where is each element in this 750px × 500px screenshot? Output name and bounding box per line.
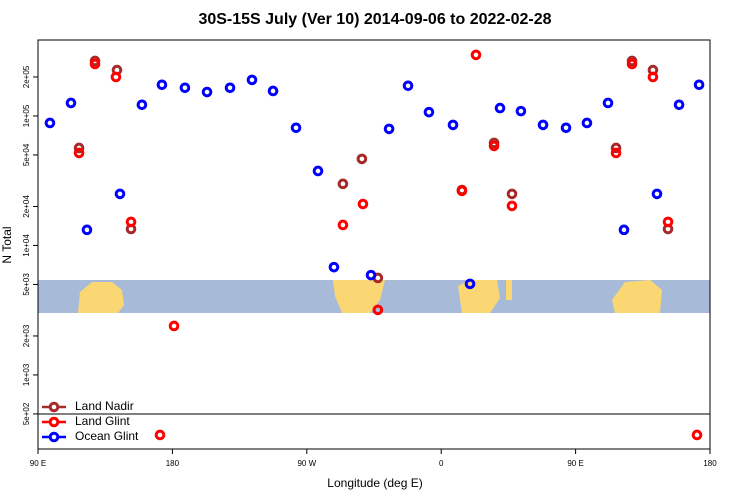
point <box>470 49 482 61</box>
point <box>65 97 77 109</box>
point <box>402 80 414 92</box>
legend-label: Land Nadir <box>75 399 134 413</box>
point <box>651 188 663 200</box>
point <box>125 216 137 228</box>
point <box>89 58 101 70</box>
point <box>515 105 527 117</box>
point <box>246 74 258 86</box>
point <box>44 117 56 129</box>
point <box>560 122 572 134</box>
point <box>136 99 148 111</box>
legend-marker <box>48 431 60 443</box>
point <box>224 82 236 94</box>
point <box>110 71 122 83</box>
y-tick-label: 2e+05 <box>22 65 31 88</box>
point <box>356 153 368 165</box>
legend-label: Land Glint <box>75 414 130 428</box>
y-tick-label: 2e+04 <box>22 195 31 218</box>
y-tick-label: 1e+04 <box>22 234 31 257</box>
point <box>337 178 349 190</box>
x-tick-label: 180 <box>703 459 717 468</box>
legend-label: Ocean Glint <box>75 429 139 443</box>
point <box>537 119 549 131</box>
point <box>673 99 685 111</box>
point <box>423 106 435 118</box>
point <box>328 261 340 273</box>
x-tick-label: 90 E <box>567 459 583 468</box>
point <box>662 216 674 228</box>
y-tick-label: 2e+03 <box>22 324 31 347</box>
point <box>693 79 705 91</box>
x-axis-label: Longitude (deg E) <box>327 476 422 490</box>
point <box>337 219 349 231</box>
point <box>691 429 703 441</box>
point <box>154 429 166 441</box>
point <box>494 102 506 114</box>
point <box>602 97 614 109</box>
legend-marker <box>48 401 60 413</box>
point <box>456 185 468 197</box>
x-tick-label: 90 E <box>30 459 46 468</box>
legend-marker <box>48 416 60 428</box>
point <box>114 188 126 200</box>
point <box>447 119 459 131</box>
y-axis-label: N Total <box>0 226 14 263</box>
point <box>357 198 369 210</box>
plot-frame <box>37 39 711 450</box>
point <box>488 140 500 152</box>
point <box>372 304 384 316</box>
point <box>626 58 638 70</box>
point <box>464 278 476 290</box>
point <box>290 122 302 134</box>
x-tick-label: 180 <box>166 459 180 468</box>
point <box>179 82 191 94</box>
point <box>81 224 93 236</box>
y-tick-label: 5e+03 <box>22 273 31 296</box>
point <box>610 142 622 154</box>
point <box>312 165 324 177</box>
chart-title: 30S-15S July (Ver 10) 2014-09-06 to 2022… <box>198 11 551 28</box>
x-tick-label: 0 <box>439 459 444 468</box>
point <box>610 147 622 159</box>
point <box>201 86 213 98</box>
point <box>647 71 659 83</box>
point <box>73 142 85 154</box>
y-tick-label: 1e+03 <box>22 363 31 386</box>
x-tick-label: 90 W <box>297 459 316 468</box>
point <box>506 200 518 212</box>
point <box>156 79 168 91</box>
y-tick-label: 5e+04 <box>22 143 31 166</box>
point <box>618 224 630 236</box>
y-tick-label: 5e+02 <box>22 402 31 425</box>
point <box>267 85 279 97</box>
point <box>383 123 395 135</box>
y-tick-label: 1e+05 <box>22 104 31 127</box>
point <box>73 147 85 159</box>
point <box>365 269 377 281</box>
point <box>581 117 593 129</box>
point <box>506 188 518 200</box>
point <box>168 320 180 332</box>
